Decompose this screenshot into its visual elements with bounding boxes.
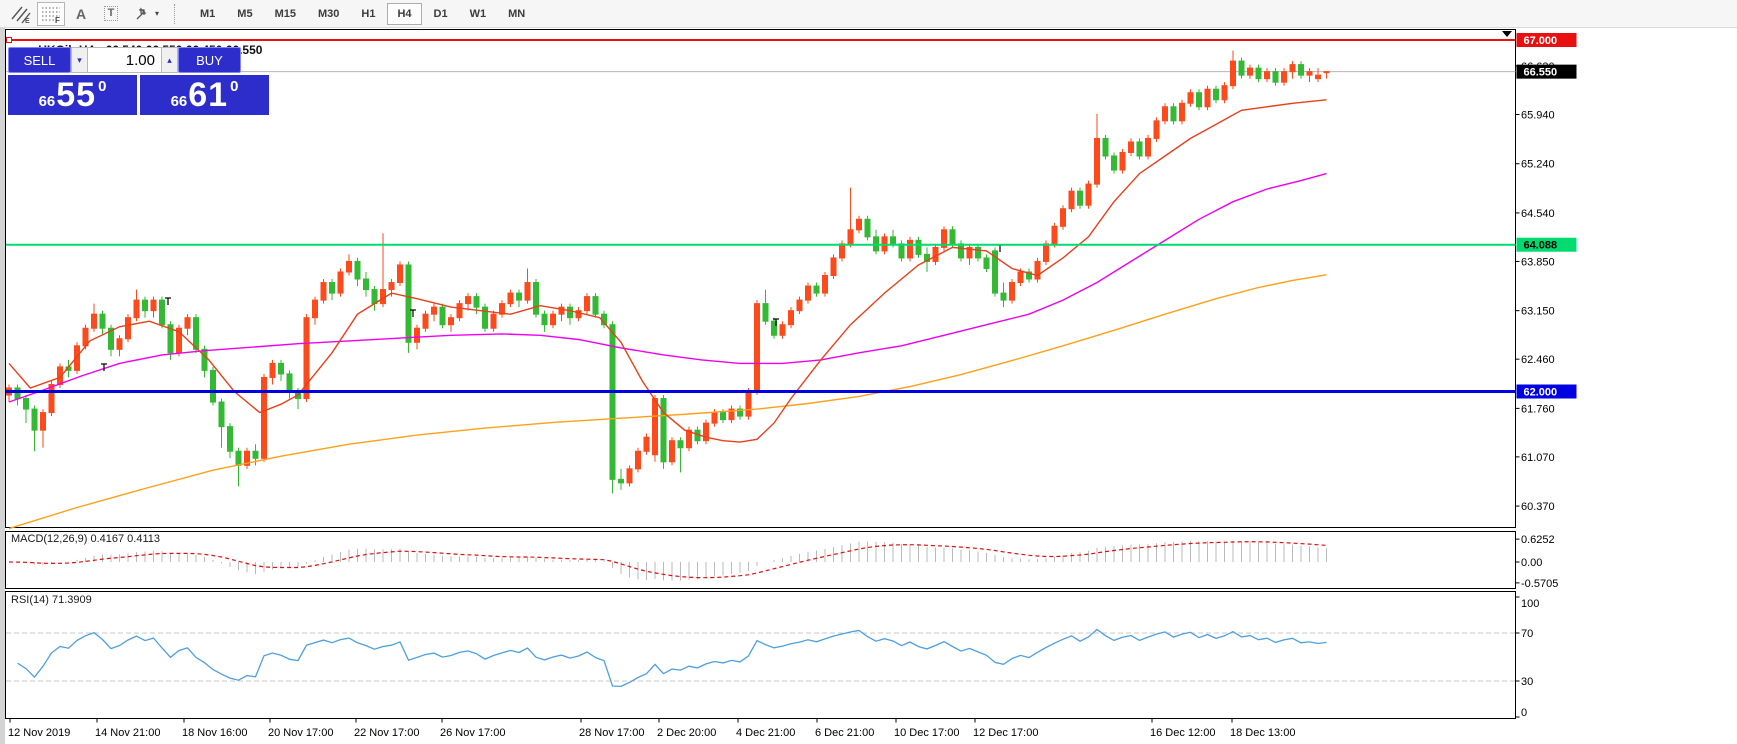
macd-pane — [5, 531, 1516, 589]
dropdown-caret-icon: ▾ — [154, 9, 159, 18]
arrows-tool-icon[interactable]: ▾ — [127, 2, 165, 26]
sell-button[interactable]: SELL — [8, 47, 71, 73]
buy-price-base: 66 — [170, 93, 188, 110]
svg-text:66.550: 66.550 — [1524, 67, 1558, 79]
svg-text:100: 100 — [1521, 598, 1539, 610]
svg-text:67.000: 67.000 — [1524, 35, 1558, 47]
timeframe-button-MN[interactable]: MN — [508, 7, 526, 20]
svg-text:F: F — [55, 16, 60, 24]
timeframe-button-M30[interactable]: M30 — [317, 7, 340, 20]
time-axis-label: 6 Dec 21:00 — [815, 727, 874, 739]
price-badge-67.000 — [1516, 33, 1577, 47]
drawing-tools-group: E F A T ▾ — [0, 0, 166, 28]
buy-price-frac: 0 — [230, 78, 239, 95]
timeframe-toolbar: M1 M5 M15 M30 H1 H4 D1 W1 MN — [183, 0, 536, 28]
time-axis-label: 18 Nov 16:00 — [182, 727, 247, 739]
red-line-handle[interactable] — [6, 37, 12, 43]
time-axis: 12 Nov 2019 14 Nov 21:00 18 Nov 16:00 20 No… — [8, 718, 1295, 739]
time-axis-label: 12 Dec 17:00 — [973, 727, 1038, 739]
svg-text:64.088: 64.088 — [1524, 240, 1558, 252]
timeframe-button-D1[interactable]: D1 — [433, 7, 448, 20]
timeframe-button-M1[interactable]: M1 — [200, 7, 216, 20]
timeframe-button-H1[interactable]: H1 — [361, 7, 376, 20]
time-axis-label: 14 Nov 21:00 — [95, 727, 160, 739]
candles-layer — [6, 50, 1330, 494]
ma-mid-magenta — [8, 172, 1327, 403]
rsi-indicator-label: RSI(14) 71.3909 — [11, 594, 92, 606]
volume-increase-button[interactable]: ▴ — [161, 47, 178, 73]
timeframe-button-M15[interactable]: M15 — [274, 7, 296, 20]
svg-text:0.00: 0.00 — [1521, 557, 1542, 569]
svg-text:64.540: 64.540 — [1521, 208, 1555, 220]
svg-text:70: 70 — [1521, 628, 1533, 640]
time-axis-label: 2 Dec 20:00 — [657, 727, 716, 739]
svg-text:60.370: 60.370 — [1521, 501, 1555, 513]
volume-decrease-button[interactable]: ▾ — [71, 47, 88, 73]
one-click-trading-panel: SELL ▾ ▴ BUY 66 55 0 66 61 0 — [8, 47, 269, 115]
time-axis-label: 10 Dec 17:00 — [894, 727, 959, 739]
time-axis-label: 18 Dec 13:00 — [1230, 727, 1295, 739]
svg-text:0.6252: 0.6252 — [1521, 534, 1555, 546]
time-axis-label: 20 Nov 17:00 — [268, 727, 333, 739]
buy-price-pips: 61 — [188, 76, 229, 114]
svg-text:61.760: 61.760 — [1521, 403, 1555, 415]
timeframe-button-W1[interactable]: W1 — [469, 7, 487, 20]
price-badge-66.550 — [1516, 64, 1577, 79]
equidistant-channel-icon[interactable]: E — [7, 2, 35, 26]
svg-text:30: 30 — [1521, 676, 1533, 688]
svg-text:65.240: 65.240 — [1521, 159, 1555, 171]
price-badge-64.088 — [1516, 237, 1577, 252]
toolbar: E F A T ▾ M1 M5 M15 M30 — [0, 0, 1737, 28]
sell-price-pips: 55 — [56, 76, 97, 114]
text-label-icon[interactable]: A — [75, 5, 87, 22]
sell-price-base: 66 — [38, 93, 56, 110]
toolbar-separator — [174, 3, 175, 24]
svg-text:61.070: 61.070 — [1521, 452, 1555, 464]
macd-indicator-label: MACD(12,26,9) 0.4167 0.4113 — [11, 533, 160, 545]
text-box-icon[interactable]: T — [97, 2, 125, 26]
svg-text:62.460: 62.460 — [1521, 354, 1555, 366]
timeframe-button-H4[interactable]: H4 — [387, 2, 422, 25]
time-axis-label: 12 Nov 2019 — [8, 727, 70, 739]
svg-text:E: E — [25, 18, 30, 24]
svg-text:63.150: 63.150 — [1521, 306, 1555, 318]
sell-price-frac: 0 — [98, 78, 107, 95]
sell-price-display[interactable]: 66 55 0 — [8, 75, 137, 115]
price-badge-62.000 — [1516, 384, 1577, 399]
macd-axis: 0.6252 0.00 -0.5705 — [1515, 534, 1558, 590]
rsi-axis: 100 70 30 0 — [1515, 596, 1539, 719]
ma-slow-orange — [8, 274, 1327, 530]
rsi-pane — [5, 591, 1516, 719]
volume-input[interactable] — [88, 47, 161, 73]
time-axis-label: 4 Dec 21:00 — [736, 727, 795, 739]
buy-price-display[interactable]: 66 61 0 — [140, 75, 269, 115]
svg-text:65.940: 65.940 — [1521, 110, 1555, 122]
rsi-line — [17, 628, 1327, 688]
svg-text:-0.5705: -0.5705 — [1521, 578, 1558, 590]
macd-signal-line — [8, 541, 1327, 579]
window-left-border — [0, 28, 5, 744]
fibonacci-retracement-icon[interactable]: F — [37, 1, 65, 26]
time-axis-label: 16 Dec 12:00 — [1150, 727, 1215, 739]
scroll-to-end-icon[interactable] — [1502, 31, 1512, 37]
buy-button[interactable]: BUY — [178, 47, 241, 73]
price-axis: 66.63065.94065.24064.54063.85063.15062.4… — [1515, 33, 1577, 513]
svg-text:0: 0 — [1521, 707, 1527, 719]
chart-object-marks — [101, 244, 1003, 371]
time-axis-label: 28 Nov 17:00 — [579, 727, 644, 739]
time-axis-label: 26 Nov 17:00 — [440, 727, 505, 739]
macd-histogram — [17, 540, 1327, 581]
timeframe-button-M5[interactable]: M5 — [237, 7, 253, 20]
time-axis-label: 22 Nov 17:00 — [354, 727, 419, 739]
svg-text:63.850: 63.850 — [1521, 256, 1555, 268]
ma-fast-red — [8, 99, 1327, 443]
svg-text:62.000: 62.000 — [1524, 387, 1558, 399]
